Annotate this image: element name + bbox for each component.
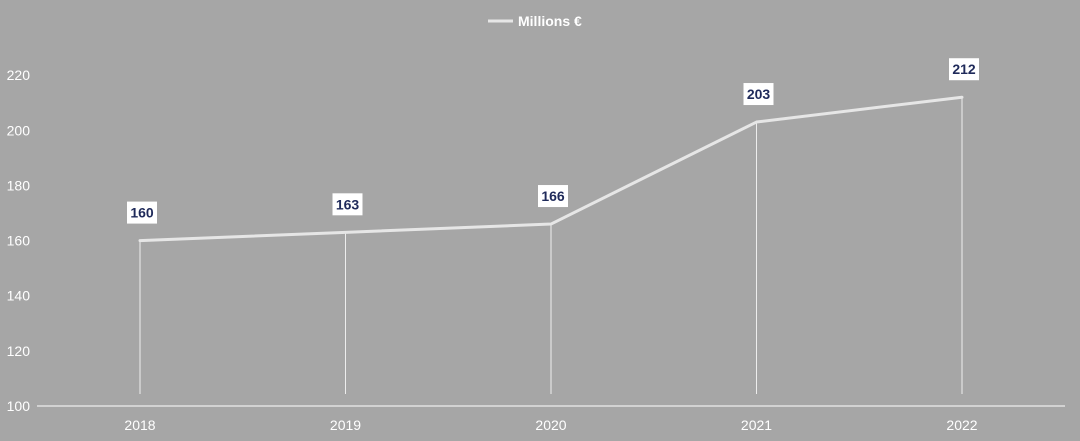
series-millions (138, 95, 964, 243)
x-axis: 2018 2019 2020 2021 2022 (124, 417, 977, 433)
data-label-box (743, 83, 774, 106)
data-label-box (949, 58, 979, 81)
y-axis: 100 120 140 160 180 200 220 (7, 67, 31, 414)
y-tick-label: 140 (7, 288, 31, 304)
legend-label: Millions € (518, 13, 582, 29)
x-tick-label: 2020 (535, 417, 566, 433)
data-label: 203 (743, 83, 774, 106)
series-line (138, 95, 964, 243)
data-label: 163 (332, 193, 363, 216)
x-tick-label: 2018 (124, 417, 155, 433)
data-label-text: 203 (747, 86, 771, 102)
x-tick-label: 2022 (946, 417, 977, 433)
y-tick-label: 120 (7, 343, 31, 359)
y-tick-label: 180 (7, 177, 31, 193)
x-tick-label: 2021 (741, 417, 772, 433)
data-labels: 160 163 166 203 212 (127, 58, 979, 224)
data-label-box (538, 185, 568, 208)
data-label-box (332, 193, 363, 216)
y-tick-label: 200 (7, 122, 31, 138)
data-label-text: 160 (130, 205, 154, 221)
data-label: 212 (949, 58, 979, 81)
data-label: 160 (127, 201, 157, 224)
legend: Millions € (488, 13, 582, 29)
y-tick-label: 220 (7, 67, 31, 83)
y-tick-label: 160 (7, 233, 31, 249)
x-tick-label: 2019 (330, 417, 361, 433)
data-label-box (127, 201, 157, 224)
data-label-text: 212 (952, 61, 976, 77)
drop-lines (139, 97, 963, 394)
data-label-text: 166 (541, 188, 565, 204)
data-label: 166 (538, 185, 568, 208)
data-label-text: 163 (336, 196, 360, 212)
y-tick-label: 100 (7, 398, 31, 414)
